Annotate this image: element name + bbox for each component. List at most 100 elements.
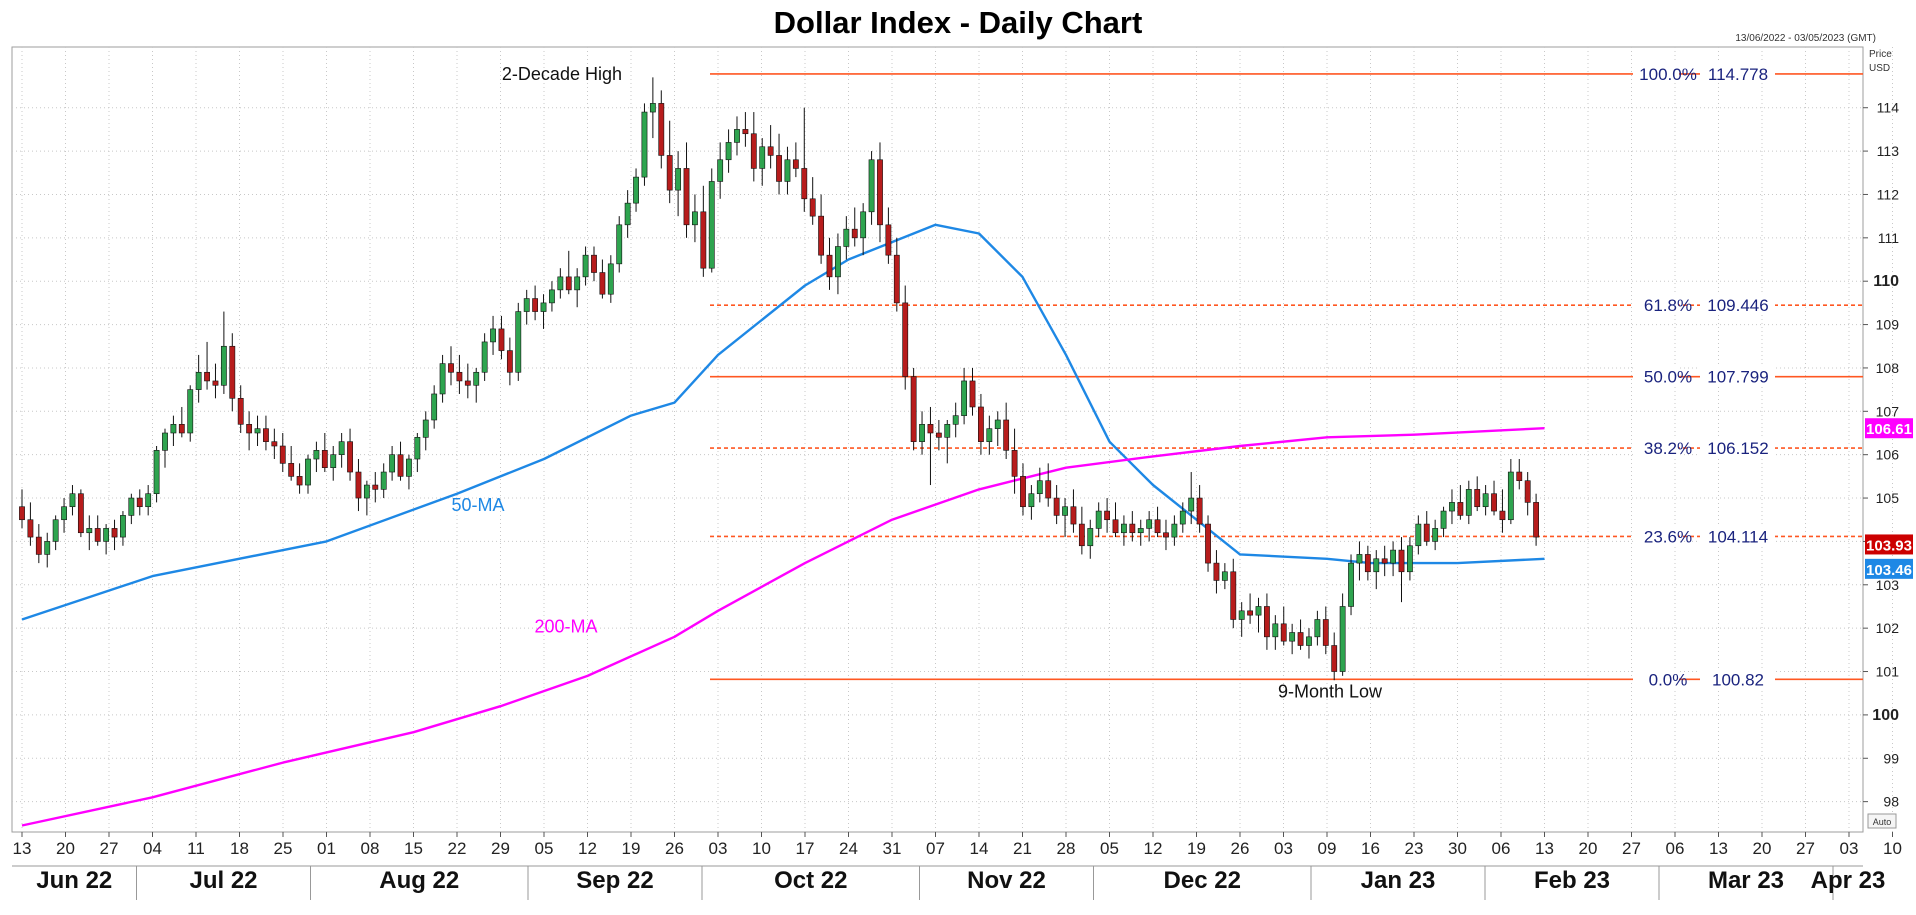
- ma50-label: 50-MA: [451, 495, 504, 515]
- candle-body: [641, 111, 648, 178]
- x-tick-label: 22: [448, 839, 467, 858]
- fib-label-bg: [1700, 62, 1775, 83]
- nine-month-low-label: 9-Month Low: [1278, 682, 1383, 702]
- candle-body: [1003, 419, 1010, 451]
- x-tick-label: 26: [665, 839, 684, 858]
- ma200-price-tag: 106.61: [1866, 421, 1912, 438]
- candle-body: [464, 380, 471, 386]
- candle-body: [742, 129, 749, 135]
- candle-body: [725, 142, 732, 161]
- candle-body: [1306, 636, 1312, 646]
- y-tick-label: 108: [1876, 360, 1900, 376]
- fib-value-label: 114.778: [1708, 65, 1768, 84]
- month-label: Sep 22: [576, 867, 653, 894]
- y-tick-label: 107: [1876, 403, 1900, 419]
- candle-body: [700, 211, 707, 269]
- candle-body: [397, 454, 404, 477]
- candle-body: [944, 424, 951, 438]
- grid: [11, 46, 1893, 833]
- currency-axis-label: USD: [1869, 63, 1890, 74]
- candle-body: [893, 254, 900, 304]
- plot-frame: [11, 46, 1864, 833]
- candles: [19, 77, 1539, 681]
- candle-body: [523, 298, 530, 312]
- x-tick-label: 16: [1361, 839, 1380, 858]
- candle-body: [675, 168, 682, 191]
- ma50-line: [21, 223, 1545, 621]
- candle-body: [414, 437, 421, 460]
- fib-percent-label: 100.0%: [1639, 65, 1697, 84]
- x-tick-label: 12: [578, 839, 597, 858]
- fib-label-bg: [1700, 525, 1775, 546]
- x-tick-label: 03: [1840, 839, 1859, 858]
- candle-body: [1390, 549, 1396, 564]
- candle-body: [237, 397, 244, 425]
- two-decade-high-label: 2-Decade High: [502, 64, 622, 84]
- candle-body: [1213, 562, 1220, 581]
- auto-scale-box[interactable]: [1867, 813, 1897, 829]
- candle-body: [1255, 606, 1262, 616]
- x-tick-label: 15: [404, 839, 423, 858]
- candle-body: [1297, 632, 1304, 646]
- candle-body: [178, 424, 185, 434]
- candle-body: [355, 471, 362, 499]
- candle-body: [103, 528, 110, 542]
- candle-body: [1364, 554, 1371, 573]
- candle-body: [1070, 506, 1077, 525]
- x-tick-label: 01: [317, 839, 336, 858]
- y-tick-label: 114: [1877, 100, 1900, 116]
- candle-body: [136, 497, 143, 508]
- candle-body: [801, 168, 808, 200]
- x-tick-label: 20: [56, 839, 75, 858]
- fib-label-bg: [1700, 437, 1775, 458]
- candle-body: [1078, 523, 1085, 547]
- candle-body: [145, 493, 152, 508]
- candle-body: [313, 450, 320, 460]
- x-tick-label: 10: [1883, 839, 1902, 858]
- candle-body: [220, 345, 227, 386]
- candle-body: [868, 159, 875, 213]
- chart-title: Dollar Index - Daily Chart: [774, 5, 1143, 40]
- candle-body: [1020, 476, 1026, 508]
- candle-body: [994, 419, 1001, 429]
- candle-body: [885, 224, 892, 256]
- x-tick-label: 18: [230, 839, 249, 858]
- candle-body: [288, 463, 295, 477]
- x-tick-label: 21: [1013, 839, 1032, 858]
- x-tick-label: 24: [839, 839, 858, 858]
- candle-body: [204, 371, 210, 382]
- price-axis-label: Price: [1869, 49, 1892, 60]
- x-tick-label: 07: [926, 839, 945, 858]
- candle-body: [843, 228, 850, 247]
- candle-body: [347, 441, 353, 473]
- fib-label-bg: [1633, 365, 1679, 386]
- candle-body: [910, 376, 917, 442]
- month-label: Mar 23: [1708, 867, 1784, 894]
- fib-label-bg: [1700, 294, 1775, 315]
- candle-body: [27, 519, 34, 538]
- candle-body: [77, 493, 84, 534]
- x-tick-label: 27: [1622, 839, 1641, 858]
- candle-body: [406, 458, 412, 477]
- ma200-line: [21, 427, 1545, 827]
- candle-body: [296, 476, 303, 486]
- auto-scale-label[interactable]: Auto: [1873, 817, 1892, 827]
- candle-body: [978, 406, 984, 442]
- candle-body: [1491, 493, 1497, 512]
- candle-body: [1221, 571, 1228, 581]
- x-tick-label: 28: [1057, 839, 1076, 858]
- last-price-tag: 103.93: [1866, 537, 1912, 554]
- candle-body: [1036, 480, 1043, 495]
- ma200-label: 200-MA: [534, 616, 597, 636]
- y-tick-label: 100: [1872, 707, 1899, 724]
- fib-label-bg: [1633, 62, 1679, 83]
- fib-label-bg: [1700, 668, 1775, 689]
- candle-body: [321, 450, 328, 468]
- x-tick-label: 31: [883, 839, 902, 858]
- candle-body: [1507, 471, 1514, 521]
- fib-percent-label: 0.0%: [1649, 670, 1688, 689]
- candle-body: [1045, 480, 1052, 499]
- candle-body: [212, 380, 219, 386]
- candle-body: [86, 528, 93, 534]
